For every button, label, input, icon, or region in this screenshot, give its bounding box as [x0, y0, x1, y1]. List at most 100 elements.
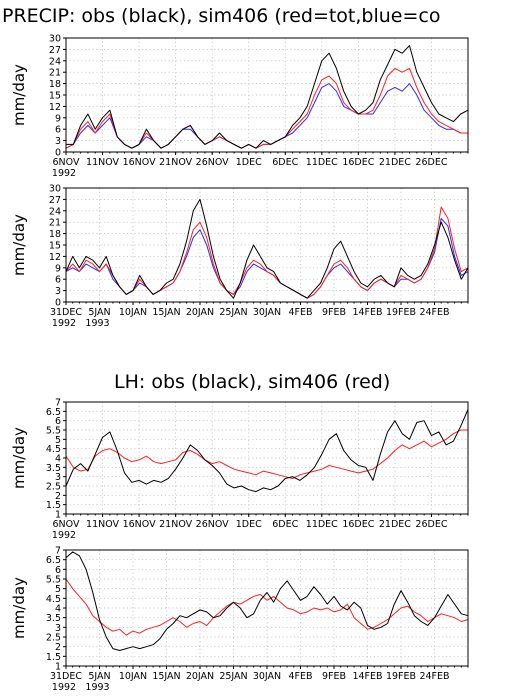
x-tick-label: 26NOV [196, 157, 230, 168]
y-tick-label: 2.5 [46, 482, 61, 493]
x-tick-label: 26DEC [415, 157, 447, 168]
x-tick-label: 10JAN [119, 671, 147, 682]
y-tick-label: 27 [49, 195, 61, 206]
y-tick-label: 5 [55, 435, 61, 446]
x-tick-label: 21NOV [159, 519, 193, 530]
y-tick-label: 6 [55, 275, 61, 286]
y-tick-label: 21 [49, 68, 61, 79]
x-tick-label: 9FEB [322, 671, 346, 682]
x-tick-label: 4FEB [288, 671, 312, 682]
y-tick-label: 1 [55, 510, 61, 521]
y-tick-label: 1.5 [46, 500, 61, 511]
x-tick-label: 5JAN [88, 307, 110, 318]
x-tick-label: 21DEC [379, 519, 411, 530]
y-tick-label: 7 [55, 398, 61, 409]
y-tick-label: 1 [55, 662, 61, 673]
x-tick-label: 19FEB [386, 671, 416, 682]
x-tick-label: 21NOV [159, 157, 193, 168]
y-tick-label: 5 [55, 584, 61, 595]
x-tick-label: 24FEB [419, 671, 449, 682]
x-tick-label: 9FEB [322, 307, 346, 318]
y-tick-label: 2 [55, 642, 61, 653]
x-tick-label: 6NOV [53, 519, 80, 530]
y-tick-label: 2 [55, 491, 61, 502]
y-tick-label: 4.5 [46, 594, 61, 605]
x-tick-label: 16DEC [342, 519, 374, 530]
y-tick-label: 0 [55, 148, 61, 159]
chart-lh_2: 11.522.533.544.555.566.5731DEC19925JAN19… [10, 546, 469, 693]
y-tick-label: 30 [49, 34, 61, 45]
series-obs-line [65, 551, 469, 651]
y-tick-label: 9 [55, 113, 61, 124]
y-tick-label: 15 [49, 241, 61, 252]
plot-frame [65, 549, 469, 667]
y-tick-label: 5.5 [46, 426, 61, 437]
y-tick-label: 18 [49, 79, 61, 90]
y-tick-label: 3 [55, 136, 61, 147]
plot-frame [65, 187, 469, 303]
series-sim_total-line [65, 67, 468, 149]
series-obs-line [65, 198, 469, 299]
series-obs-line [65, 409, 469, 493]
y-tick-label: 5.5 [46, 575, 61, 586]
y-tick-label: 6.5 [46, 407, 61, 418]
x-tick-label: 11NOV [86, 157, 120, 168]
x-tick-label: 16DEC [342, 157, 374, 168]
y-tick-label: 24 [49, 56, 61, 67]
x-tick-label: 19FEB [386, 307, 416, 318]
y-tick-label: 30 [49, 184, 61, 195]
x-tick-label: 24FEB [419, 307, 449, 318]
x-tick-label: 14FEB [352, 307, 382, 318]
x-tick-label: 15JAN [152, 671, 180, 682]
y-tick-label: 3 [55, 623, 61, 634]
y-tick-label: 3 [55, 472, 61, 483]
x-tick-label: 4FEB [288, 307, 312, 318]
x-tick-label: 16NOV [123, 519, 157, 530]
x-tick-year-label: 1993 [85, 318, 109, 329]
y-tick-label: 4 [55, 604, 61, 615]
x-tick-label: 11DEC [306, 157, 338, 168]
x-tick-label: 16NOV [123, 157, 157, 168]
x-tick-label: 15JAN [152, 307, 180, 318]
x-tick-label: 26DEC [415, 519, 447, 530]
x-tick-year-label: 1992 [52, 530, 76, 541]
y-tick-label: 3 [55, 286, 61, 297]
x-tick-label: 31DEC [50, 671, 82, 682]
precip-title: PRECIP: obs (black), sim406 (red=tot,blu… [2, 5, 440, 27]
y-tick-label: 2.5 [46, 633, 61, 644]
plot-frame [65, 401, 469, 515]
x-tick-label: 30JAN [253, 307, 281, 318]
x-tick-label: 26NOV [196, 519, 230, 530]
series-sim_total-line [65, 578, 469, 636]
x-tick-label: 6DEC [272, 157, 298, 168]
y-tick-label: 12 [49, 102, 61, 113]
x-tick-year-label: 1992 [52, 168, 76, 179]
x-tick-label: 20JAN [186, 307, 214, 318]
plot-frame [65, 37, 469, 153]
x-tick-label: 14FEB [352, 671, 382, 682]
y-tick-label: 21 [49, 218, 61, 229]
x-tick-label: 21DEC [379, 157, 411, 168]
x-tick-label: 25JAN [219, 671, 247, 682]
x-tick-label: 30JAN [253, 671, 281, 682]
y-tick-label: 6.5 [46, 555, 61, 566]
y-axis-label: mm/day [10, 64, 28, 126]
x-tick-year-label: 1992 [52, 318, 76, 329]
x-tick-label: 6NOV [53, 157, 80, 168]
y-tick-label: 6 [55, 565, 61, 576]
y-tick-label: 6 [55, 125, 61, 136]
x-tick-label: 11NOV [86, 519, 120, 530]
y-tick-label: 4 [55, 454, 61, 465]
series-sim_total-line [65, 429, 468, 479]
x-tick-label: 11DEC [306, 519, 338, 530]
lh-title: LH: obs (black), sim406 (red) [114, 371, 390, 393]
x-tick-year-label: 1992 [52, 682, 76, 693]
y-tick-label: 18 [49, 229, 61, 240]
y-tick-label: 12 [49, 252, 61, 263]
series-obs-line [66, 45, 469, 149]
y-tick-label: 3.5 [46, 463, 61, 474]
